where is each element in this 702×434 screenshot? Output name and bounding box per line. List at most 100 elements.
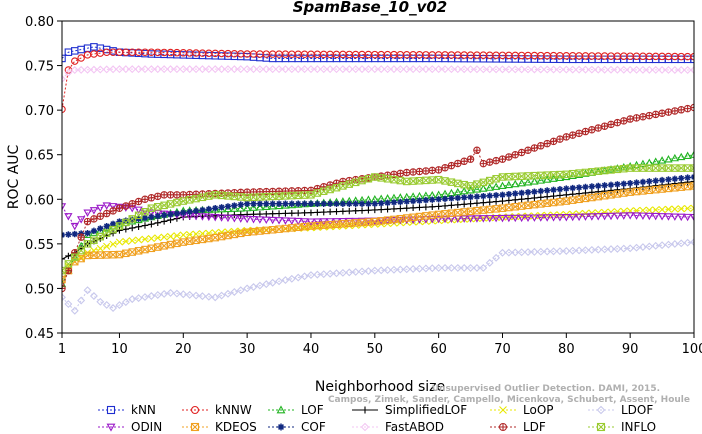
point-fastabod [230, 65, 239, 74]
point-ldf [166, 191, 175, 199]
point-cof [224, 203, 232, 210]
y-tick-label: 0.50 [25, 282, 54, 297]
point-lof [491, 182, 501, 190]
point-ldof [575, 246, 584, 255]
point-simplifiedlof [563, 191, 570, 199]
point-ldof [447, 263, 456, 272]
point-inflo [402, 177, 411, 186]
point-ldof [358, 267, 367, 276]
point-fastabod [562, 65, 571, 74]
point-fastabod [472, 65, 481, 74]
point-ldf [473, 146, 481, 155]
point-odin [466, 215, 475, 223]
point-cof [65, 231, 72, 238]
point-fastabod [670, 65, 679, 74]
point-lof [249, 203, 258, 211]
point-inflo [664, 164, 673, 172]
legend-label: ODIN [131, 420, 162, 434]
point-ldof [485, 258, 494, 267]
point-odin [581, 213, 590, 221]
point-fastabod [690, 66, 694, 75]
point-odin [549, 214, 558, 222]
point-loop [639, 206, 647, 214]
point-odin [134, 206, 143, 215]
point-fastabod [185, 65, 194, 74]
point-cof [339, 200, 347, 207]
point-inflo [173, 198, 181, 207]
point-cof [84, 229, 91, 237]
point-odin [96, 204, 105, 213]
point-simplifiedlof [512, 196, 519, 204]
point-fastabod [524, 65, 532, 74]
point-inflo [154, 203, 162, 211]
point-cof [684, 174, 691, 181]
point-fastabod [89, 65, 98, 74]
point-odin [274, 217, 284, 225]
point-ldf [620, 117, 628, 125]
point-cof [460, 194, 468, 201]
point-cof [556, 186, 564, 193]
point-fastabod [358, 65, 367, 74]
point-ldf [122, 202, 130, 210]
point-cof [397, 198, 404, 206]
point-ldof [185, 290, 194, 299]
point-cof [492, 192, 500, 199]
point-lof [485, 183, 494, 191]
point-ldf [543, 139, 551, 148]
point-odin [294, 217, 303, 226]
point-ldof [109, 304, 118, 313]
point-ldof [300, 272, 309, 281]
point-simplifiedlof [429, 203, 436, 210]
point-ldof [313, 270, 322, 279]
point-ldf [434, 166, 443, 174]
point-fastabod [326, 65, 335, 74]
point-cof [218, 204, 225, 211]
point-fastabod [428, 65, 437, 74]
point-cof [186, 208, 193, 215]
point-fastabod [115, 65, 124, 74]
point-simplifiedlof [492, 198, 500, 205]
point-ldof [670, 239, 679, 248]
legend-label: kNNW [215, 403, 252, 417]
point-ldf [677, 106, 685, 114]
point-cof [582, 183, 589, 191]
point-ldof [370, 266, 379, 275]
point-simplifiedlof [467, 200, 474, 207]
point-ldof [62, 293, 66, 302]
point-odin [153, 210, 162, 218]
point-ldof [83, 286, 92, 295]
point-lof [683, 151, 692, 159]
point-loop [313, 223, 321, 232]
point-cof [422, 196, 430, 204]
point-loop [154, 234, 162, 242]
point-odin [472, 215, 482, 223]
point-ldf [658, 109, 666, 118]
point-fastabod [543, 65, 552, 74]
legend-label: FastABOD [385, 420, 444, 434]
point-simplifiedlof [352, 207, 359, 214]
point-simplifiedlof [435, 203, 442, 210]
point-ldof [658, 241, 667, 250]
point-ldof [338, 268, 347, 277]
point-ldof [664, 240, 673, 249]
point-inflo [422, 176, 430, 185]
point-ldf [511, 150, 520, 159]
point-loop [677, 205, 685, 213]
point-ldof [587, 245, 596, 254]
point-odin [64, 213, 73, 221]
point-loop [671, 205, 679, 213]
point-simplifiedlof [499, 197, 506, 205]
point-ldf [83, 217, 92, 226]
point-simplifiedlof [218, 212, 225, 219]
point-cof [167, 211, 174, 218]
point-ldof [504, 248, 513, 257]
y-tick-label: 0.45 [25, 327, 54, 342]
point-odin [434, 215, 443, 224]
x-tick-label: 100 [682, 342, 702, 357]
point-cof [569, 184, 576, 192]
x-tick-label: 40 [303, 342, 320, 357]
point-simplifiedlof [480, 199, 487, 206]
point-ldof [77, 296, 86, 305]
point-fastabod [377, 65, 386, 74]
point-ldof [275, 277, 284, 286]
